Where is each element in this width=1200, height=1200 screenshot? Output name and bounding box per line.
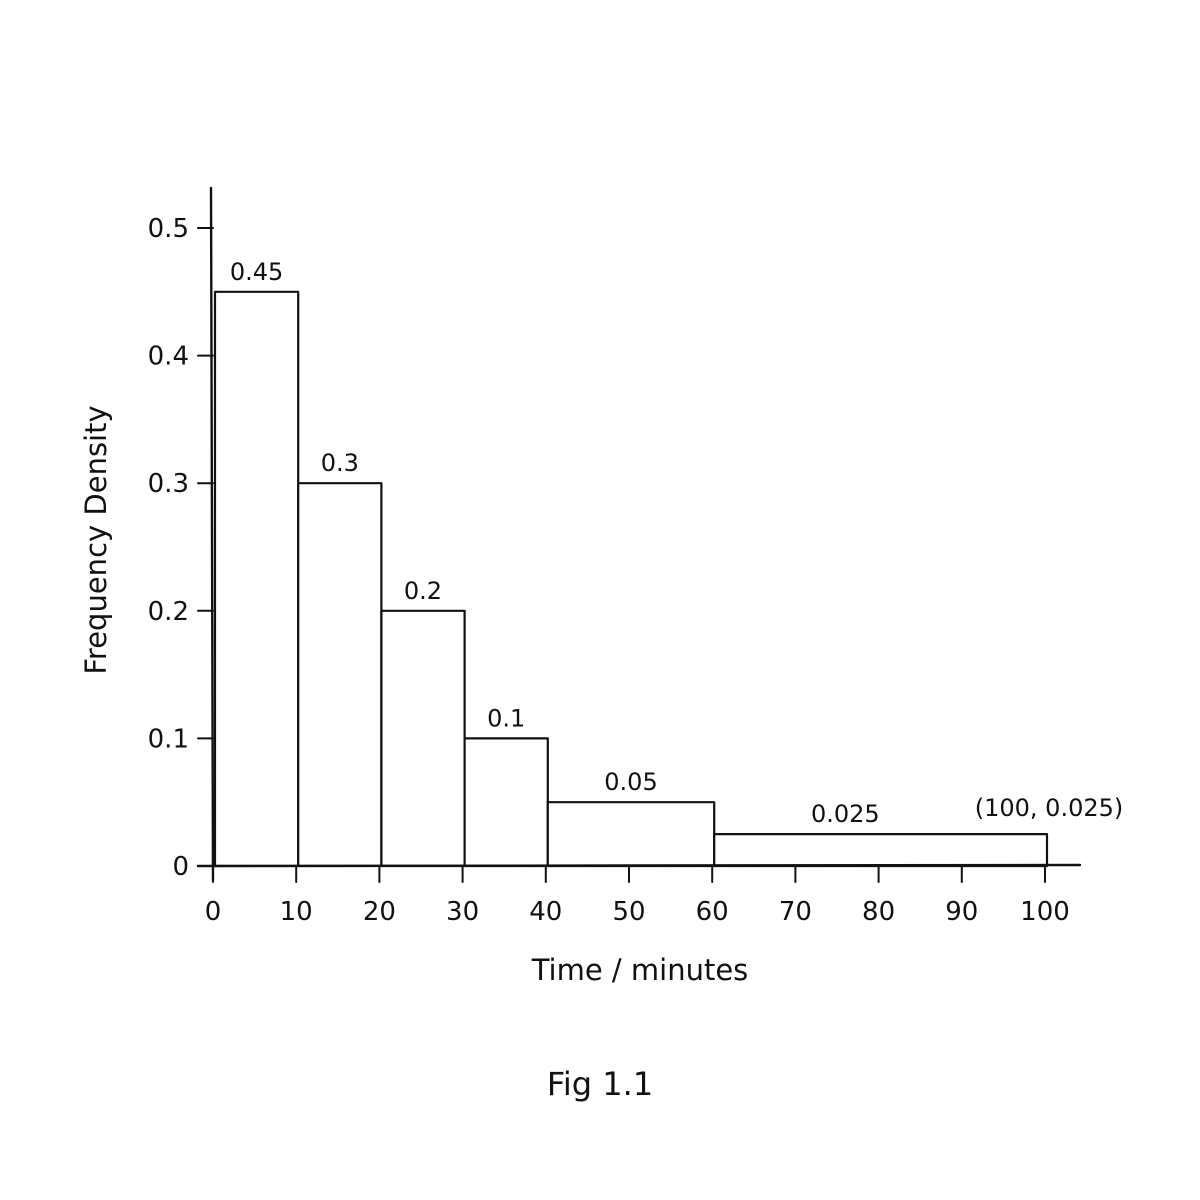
histogram-bar xyxy=(546,801,716,868)
x-tick-label: 90 xyxy=(945,897,978,927)
x-axis-line xyxy=(196,863,1082,868)
x-tick-label: 80 xyxy=(862,897,895,927)
ticks-layer: 0 10 20 30 40 50 60 70 80 90 100 0 0.1 0.2 0.3 0.4 0.5 xyxy=(148,214,1070,927)
y-tick-label: 0.5 xyxy=(148,214,189,244)
y-tick-label: 0.4 xyxy=(148,342,189,372)
x-tick-label: 50 xyxy=(612,897,645,927)
x-tick-label: 10 xyxy=(280,897,313,927)
labels-layer: 0.45 0.3 0.2 0.1 0.05 0.025 (100, 0.025) xyxy=(230,258,1123,828)
figure-caption: Fig 1.1 xyxy=(547,1065,653,1103)
point-annotation: (100, 0.025) xyxy=(975,794,1124,822)
x-tick-label: 40 xyxy=(529,897,562,927)
axes-layer xyxy=(196,186,1082,882)
x-tick-label: 70 xyxy=(779,897,812,927)
y-tick-label: 0 xyxy=(172,852,189,882)
bar-value-label: 0.45 xyxy=(230,258,283,286)
histogram-bar xyxy=(380,609,466,868)
x-tick-label: 0 xyxy=(205,897,222,927)
y-tick-label: 0.1 xyxy=(148,724,189,754)
x-tick-label: 30 xyxy=(446,897,479,927)
y-tick-label: 0.2 xyxy=(148,597,189,627)
x-tick-label: 100 xyxy=(1020,897,1070,927)
x-axis-title: Time / minutes xyxy=(531,953,749,987)
y-axis-line xyxy=(209,186,215,882)
histogram-bar xyxy=(463,737,549,868)
histogram-bar xyxy=(213,290,300,868)
histogram-bar xyxy=(713,832,1049,868)
x-tick-label: 60 xyxy=(696,897,729,927)
bar-value-label: 0.2 xyxy=(404,577,442,605)
bar-value-label: 0.3 xyxy=(321,449,359,477)
bar-value-label: 0.025 xyxy=(811,800,880,828)
bars-layer xyxy=(213,290,1049,868)
bar-value-label: 0.05 xyxy=(604,768,657,796)
y-axis-title: Frequency Density xyxy=(79,405,113,674)
histogram-bar xyxy=(297,482,383,868)
bar-value-label: 0.1 xyxy=(487,704,525,732)
x-tick-label: 20 xyxy=(363,897,396,927)
y-tick-label: 0.3 xyxy=(148,469,189,499)
